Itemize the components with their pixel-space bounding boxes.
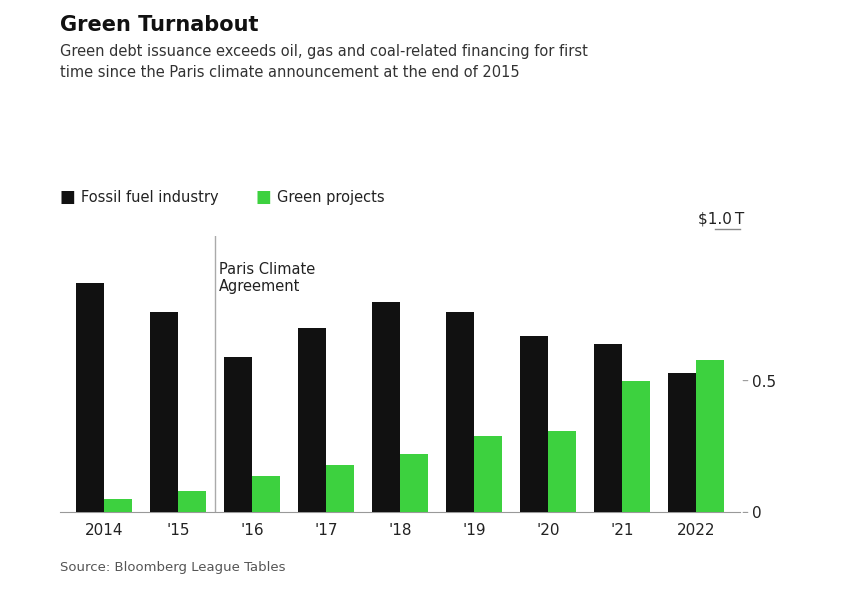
Bar [548,431,576,512]
Bar [668,373,696,512]
Bar [76,283,104,512]
Bar [474,436,502,512]
Text: Green Turnabout: Green Turnabout [60,15,258,35]
Bar [150,312,178,512]
Bar [446,312,474,512]
Bar [298,328,326,512]
Text: Green debt issuance exceeds oil, gas and coal-related financing for first
time s: Green debt issuance exceeds oil, gas and… [60,44,587,80]
Text: Paris Climate
Agreement: Paris Climate Agreement [219,262,315,294]
Bar [696,359,724,512]
Bar [594,344,622,512]
Bar [224,357,252,512]
Bar [178,491,206,512]
Bar [372,302,400,512]
Text: $1.0 T: $1.0 T [699,212,745,227]
Bar [520,336,548,512]
Text: Green projects: Green projects [277,190,384,205]
Bar [622,380,650,512]
Text: Source: Bloomberg League Tables: Source: Bloomberg League Tables [60,561,285,574]
Bar [104,499,132,512]
Text: ■: ■ [255,188,271,206]
Bar [400,455,428,512]
Text: Fossil fuel industry: Fossil fuel industry [81,190,219,205]
Bar [326,465,354,512]
Bar [252,475,280,512]
Text: ■: ■ [60,188,76,206]
